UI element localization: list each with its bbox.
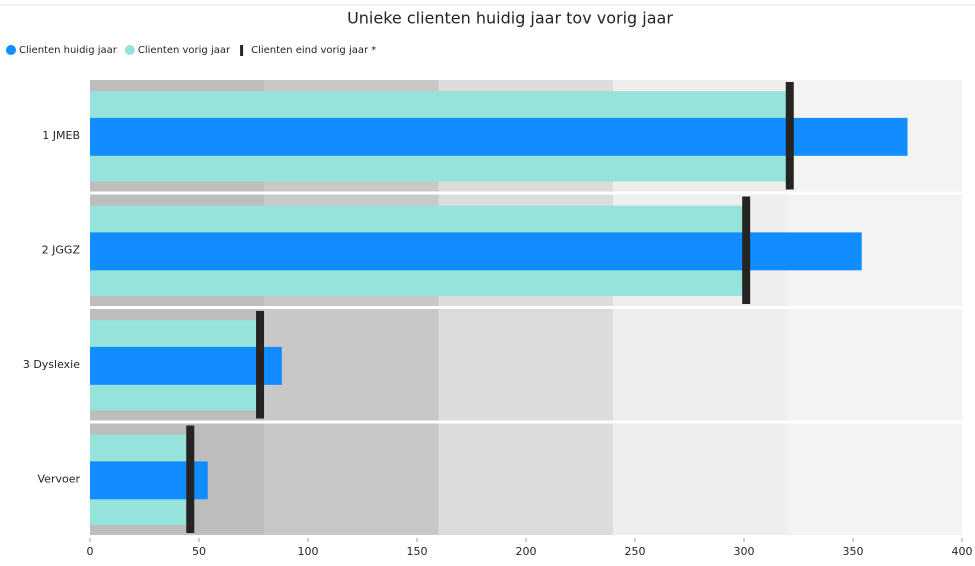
legend-label: Clienten eind vorig jaar * [251,45,376,56]
bar-current [90,117,908,156]
legend-label: Clienten vorig jaar [138,45,231,56]
x-tick-label: 150 [407,545,428,558]
y-tick-label: Vervoer [38,472,81,485]
target-marker [186,425,195,533]
y-tick-label: 1 JMEB [42,129,80,142]
target-marker [256,311,265,419]
x-tick-label: 400 [952,545,973,558]
x-tick-label: 300 [734,545,755,558]
range-band [438,423,614,535]
bar-current [90,346,282,385]
range-band [613,423,788,535]
legend-swatch [6,45,16,55]
legend-swatch [124,45,135,55]
chart-title: Unieke clienten huidig jaar tov vorig ja… [347,9,673,28]
x-tick-label: 50 [192,545,206,558]
range-band [787,423,962,535]
range-band [613,309,788,421]
range-band [787,309,962,421]
target-marker [742,196,751,304]
range-band [438,309,614,421]
y-tick-label: 3 Dyslexie [23,358,80,371]
x-tick-label: 100 [298,545,319,558]
range-band [264,423,439,535]
x-tick-label: 350 [843,545,864,558]
legend-swatch [240,45,244,56]
x-tick-label: 250 [625,545,646,558]
target-marker [785,82,794,190]
bar-current [90,232,862,271]
range-band [264,309,439,421]
x-tick-label: 200 [516,545,537,558]
y-tick-label: 2 JGGZ [42,243,81,256]
legend-label: Clienten huidig jaar [19,45,118,56]
x-tick-label: 0 [87,545,94,558]
